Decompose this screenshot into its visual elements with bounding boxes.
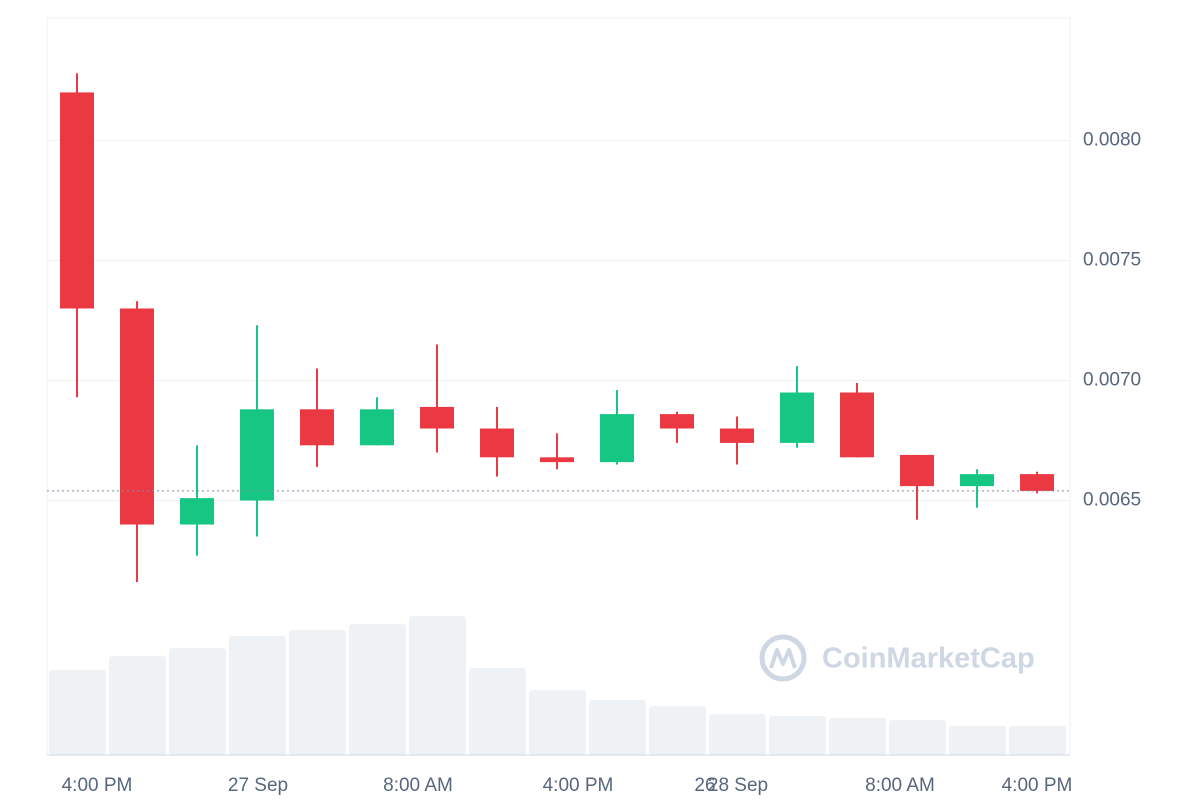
candle-body — [1020, 474, 1054, 491]
candle-body — [540, 457, 574, 463]
x-tick-label: 8:00 AM — [383, 775, 453, 796]
candle-body — [900, 454, 934, 487]
x-tick-label: 4:00 PM — [62, 775, 133, 796]
plot: 0.0065 0.0070 0.0075 0.0080 — [47, 73, 1141, 755]
volume-bar — [289, 630, 346, 755]
y-tick-label: 0.0065 — [1083, 490, 1141, 511]
volume-bar — [1009, 726, 1066, 755]
volume-bar — [49, 670, 106, 755]
candle-body — [360, 409, 394, 446]
x-tick-label: 26 — [694, 775, 715, 796]
watermark-logo — [759, 634, 807, 682]
volume-bar — [769, 716, 826, 755]
y-tick-label: 0.0070 — [1083, 370, 1141, 391]
candle-body — [600, 414, 634, 463]
volume-bar — [229, 636, 286, 755]
x-tick-label: 28 Sep — [708, 775, 768, 796]
volume-bar — [589, 700, 646, 755]
candle-body — [420, 406, 454, 429]
candle-body — [480, 428, 514, 458]
volume-bar — [949, 726, 1006, 755]
x-tick-label: 8:00 AM — [865, 775, 935, 796]
candle-body — [780, 392, 814, 443]
volume-bar — [829, 718, 886, 755]
candle-body — [60, 92, 94, 309]
candle-body — [960, 474, 994, 487]
x-tick-label: 27 Sep — [228, 775, 288, 796]
candle-body — [840, 392, 874, 458]
candle-body — [300, 409, 334, 446]
volume-bar — [709, 714, 766, 755]
candle-body — [660, 414, 694, 429]
candle-body — [720, 428, 754, 443]
volume-bar — [409, 616, 466, 755]
volume-bar — [169, 648, 226, 755]
candle-body — [120, 308, 154, 525]
y-tick-label: 0.0080 — [1083, 129, 1141, 150]
candle-body — [240, 409, 274, 501]
volume-bar — [349, 624, 406, 755]
volume-bar — [109, 656, 166, 755]
volume-bar — [529, 690, 586, 755]
watermark: CoinMarketCap — [822, 643, 1035, 675]
volume-bar — [649, 706, 706, 755]
candle-body — [180, 498, 214, 525]
y-tick-label: 0.0075 — [1083, 249, 1141, 270]
x-tick-label: 4:00 PM — [1002, 775, 1073, 796]
volume-bar — [889, 720, 946, 755]
x-tick-label: 4:00 PM — [543, 775, 614, 796]
volume-bar — [469, 668, 526, 755]
